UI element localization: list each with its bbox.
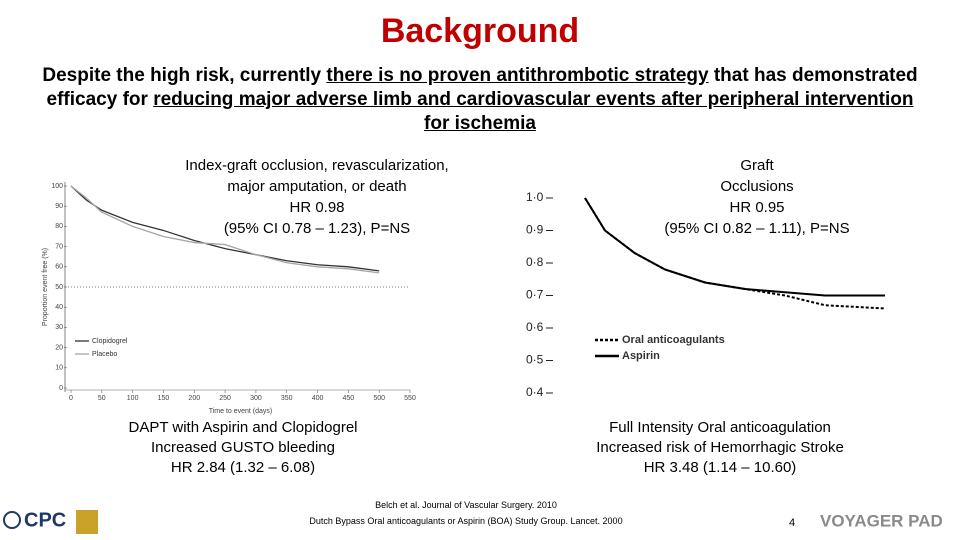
- y-tick-label: 0·5: [526, 353, 544, 367]
- caption-line: HR 0.95: [729, 199, 785, 216]
- caption-line: Graft: [740, 157, 774, 174]
- y-tick-label: 20: [55, 344, 63, 351]
- y-tick-label: 100: [51, 183, 63, 190]
- right-caption: Graft Occlusions HR 0.95 (95% CI 0.82 – …: [627, 155, 887, 239]
- finding-line: HR 3.48 (1.14 – 10.60): [643, 459, 797, 476]
- x-tick-label: 150: [158, 395, 170, 402]
- y-tick-label: 0·8: [526, 255, 544, 269]
- caption-line: HR 0.98: [289, 199, 345, 216]
- x-axis-label: Time to event (days): [209, 408, 273, 415]
- logo-text: CPC: [24, 509, 66, 531]
- x-tick-label: 50: [98, 395, 106, 402]
- y-tick-label: 80: [55, 223, 63, 230]
- y-tick-label: 0·9: [526, 223, 544, 237]
- y-tick-label: 30: [55, 324, 63, 331]
- x-tick-label: 450: [343, 395, 355, 402]
- intro-emphasis: reducing major adverse limb and cardiova…: [153, 89, 914, 134]
- x-tick-label: 300: [250, 395, 262, 402]
- legend-label: Placebo: [92, 351, 117, 358]
- x-tick-label: 200: [188, 395, 200, 402]
- reference: Dutch Bypass Oral anticoagulants or Aspi…: [309, 516, 623, 526]
- curve: [584, 197, 885, 297]
- logo-voyager: VOYAGER PAD: [820, 511, 943, 530]
- intro: Despite the high risk, currently there i…: [40, 64, 920, 136]
- finding-line: DAPT with Aspirin and Clopidogrel: [128, 419, 358, 436]
- left-caption: Index-graft occlusion, revascularization…: [157, 155, 477, 239]
- curve: [70, 185, 380, 272]
- x-tick-label: 400: [312, 395, 324, 402]
- y-tick-label: 0·6: [526, 320, 544, 334]
- x-tick-label: 250: [219, 395, 231, 402]
- x-tick-label: 500: [373, 395, 385, 402]
- x-tick-label: 0: [69, 395, 73, 402]
- finding-line: Increased risk of Hemorrhagic Stroke: [596, 439, 844, 456]
- logo-mark: [3, 511, 21, 529]
- slide-title: Background: [380, 12, 580, 50]
- curve: [70, 185, 380, 274]
- x-tick-label: 100: [127, 395, 139, 402]
- y-axis-label: Proportion event free (%): [42, 248, 49, 326]
- y-tick-label: 1·0: [526, 190, 544, 204]
- legend-label: Aspirin: [622, 350, 660, 362]
- legend-label: Oral anticoagulants: [622, 334, 725, 346]
- finding-line: Full Intensity Oral anticoagulation: [609, 419, 831, 436]
- finding-line: HR 2.84 (1.32 – 6.08): [170, 459, 316, 476]
- caption-line: Index-graft occlusion, revascularization…: [185, 157, 449, 174]
- y-tick-label: 0: [59, 385, 63, 392]
- intro-text: that has demonstrated efficacy for: [46, 65, 918, 110]
- caption-line: (95% CI 0.78 – 1.23), P=NS: [223, 220, 411, 237]
- x-tick-label: 350: [281, 395, 293, 402]
- right-finding: Full Intensity Oral anticoagulation Incr…: [560, 418, 880, 478]
- legend-label: Clopidogrel: [92, 338, 128, 345]
- caption-line: (95% CI 0.82 – 1.11), P=NS: [664, 220, 850, 237]
- left-finding: DAPT with Aspirin and Clopidogrel Increa…: [93, 418, 393, 478]
- x-tick-label: 550: [404, 395, 416, 402]
- logo-cpc: CPC: [3, 509, 98, 534]
- page-number: 4: [788, 517, 796, 529]
- y-tick-label: 40: [55, 304, 63, 311]
- y-tick-label: 0·7: [526, 288, 544, 302]
- finding-line: Increased GUSTO bleeding: [151, 439, 335, 456]
- y-tick-label: 10: [55, 365, 63, 372]
- y-tick-label: 90: [55, 203, 63, 210]
- caption-line: Occlusions: [720, 178, 794, 195]
- intro-emphasis: there is no proven antithrombotic strate…: [326, 65, 709, 86]
- curve: [584, 197, 886, 310]
- y-tick-label: 0·4: [526, 385, 544, 399]
- references: Belch et al. Journal of Vascular Surgery…: [266, 497, 666, 529]
- y-tick-label: 50: [55, 284, 63, 291]
- y-tick-label: 60: [55, 264, 63, 271]
- caption-line: major amputation, or death: [227, 178, 407, 195]
- intro-text: Despite the high risk, currently: [42, 65, 327, 86]
- y-tick-label: 70: [55, 243, 63, 250]
- logo-shield: [76, 510, 98, 534]
- reference: Belch et al. Journal of Vascular Surgery…: [375, 500, 557, 510]
